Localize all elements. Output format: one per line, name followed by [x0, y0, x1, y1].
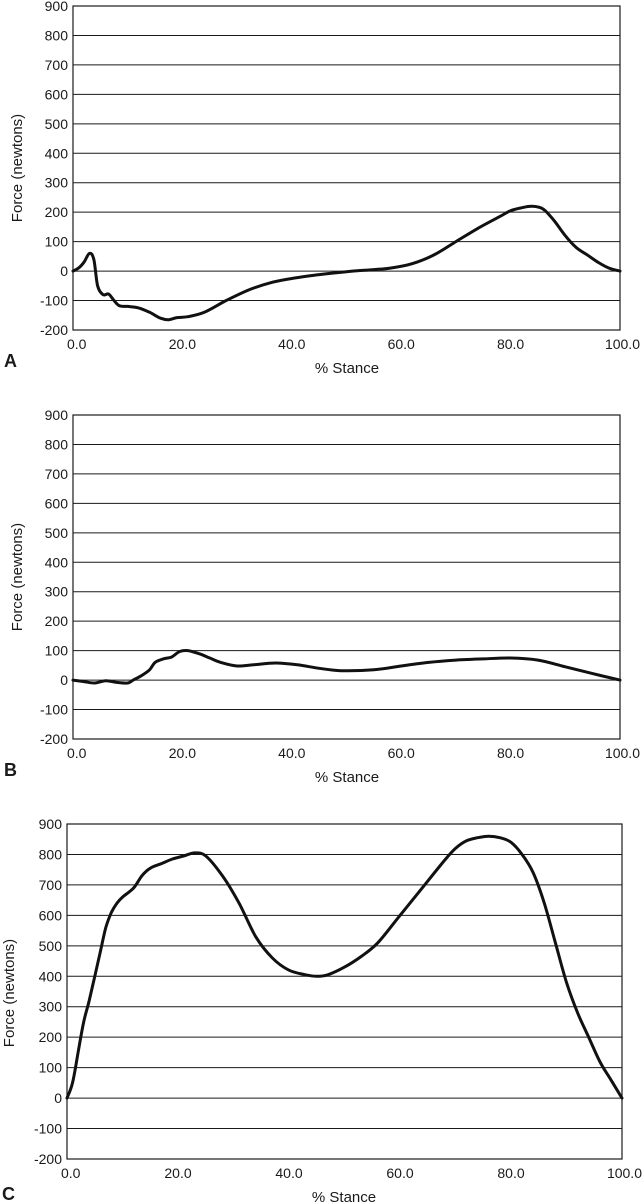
panel-label: C — [2, 1184, 15, 1204]
y-tick-label: 700 — [45, 57, 69, 73]
y-tick-label: 800 — [39, 846, 63, 862]
plot-area — [72, 5, 621, 331]
y-tick-label: 900 — [39, 816, 63, 832]
y-axis-title: Force (newtons) — [1, 939, 18, 1047]
y-tick-label: 0 — [54, 1090, 62, 1106]
chart-panel-a: 900 800 700 600 500 400 300 200 100 0 -100 -200 0.0… — [4, 0, 640, 377]
y-tick-label: -200 — [34, 1151, 62, 1167]
x-tick-label: 100.0 — [607, 1165, 642, 1181]
y-tick-label: 400 — [45, 554, 69, 570]
y-tick-label: 500 — [45, 525, 69, 541]
y-tick-label: -200 — [40, 322, 68, 338]
x-tick-label: 80.0 — [497, 336, 524, 352]
x-tick-label: 20.0 — [164, 1165, 191, 1181]
y-tick-label: 400 — [39, 968, 63, 984]
y-tick-label: 500 — [39, 938, 63, 954]
x-tick-label: 60.0 — [386, 1165, 413, 1181]
x-tick-label: 20.0 — [169, 745, 196, 761]
x-tick-label: 80.0 — [497, 745, 524, 761]
y-tick-label: 100 — [45, 643, 69, 659]
y-tick-label: 800 — [45, 436, 69, 452]
y-tick-label: 800 — [45, 27, 69, 43]
x-tick-label: 40.0 — [278, 745, 305, 761]
y-tick-label: 300 — [39, 999, 63, 1015]
plot-area — [66, 823, 623, 1160]
y-tick-label: 600 — [45, 86, 69, 102]
y-tick-label: 400 — [45, 145, 69, 161]
y-tick-label: 200 — [45, 204, 69, 220]
y-tick-label: 0 — [60, 263, 68, 279]
x-tick-label: 60.0 — [388, 745, 415, 761]
x-tick-label: 0.0 — [61, 1165, 81, 1181]
x-tick-label: 100.0 — [605, 745, 640, 761]
x-tick-label: 60.0 — [388, 336, 415, 352]
x-tick-label: 80.0 — [497, 1165, 524, 1181]
x-tick-label: 20.0 — [169, 336, 196, 352]
force-curve — [65, 834, 624, 1100]
x-tick-label: 40.0 — [275, 1165, 302, 1181]
x-axis-title: % Stance — [315, 360, 379, 377]
y-tick-label: 200 — [39, 1029, 63, 1045]
y-axis-title: Force (newtons) — [9, 114, 26, 222]
x-tick-label: 40.0 — [278, 336, 305, 352]
y-tick-label: 100 — [39, 1060, 63, 1076]
y-tick-label: -200 — [40, 731, 68, 747]
y-tick-label: 600 — [39, 907, 63, 923]
y-tick-label: 900 — [45, 407, 69, 423]
plot-area — [72, 414, 621, 740]
y-tick-label: 0 — [60, 672, 68, 688]
y-axis-title: Force (newtons) — [9, 523, 26, 631]
y-tick-label: 300 — [45, 584, 69, 600]
y-tick-label: 700 — [39, 877, 63, 893]
x-tick-label: 0.0 — [67, 745, 87, 761]
y-tick-label: 200 — [45, 613, 69, 629]
y-tick-label: 100 — [45, 234, 69, 250]
y-tick-label: -100 — [40, 702, 68, 718]
y-tick-label: -100 — [40, 293, 68, 309]
x-tick-label: 0.0 — [67, 336, 87, 352]
force-curve — [71, 204, 622, 322]
y-tick-label: 600 — [45, 495, 69, 511]
y-tick-label: 500 — [45, 116, 69, 132]
x-axis-title: % Stance — [312, 1189, 376, 1204]
y-tick-label: 300 — [45, 175, 69, 191]
y-tick-label: 900 — [45, 0, 69, 14]
chart-panel-c: 900 800 700 600 500 400 300 200 100 0 -100 -200 0.0… — [1, 816, 642, 1204]
chart-panel-b: 900 800 700 600 500 400 300 200 100 0 -100 -200 0.0… — [4, 407, 640, 786]
panel-label: A — [4, 351, 17, 371]
panel-label: B — [4, 760, 17, 780]
y-tick-label: -100 — [34, 1121, 62, 1137]
x-axis-title: % Stance — [315, 769, 379, 786]
y-tick-label: 700 — [45, 466, 69, 482]
x-tick-label: 100.0 — [605, 336, 640, 352]
force-curve — [71, 648, 622, 685]
